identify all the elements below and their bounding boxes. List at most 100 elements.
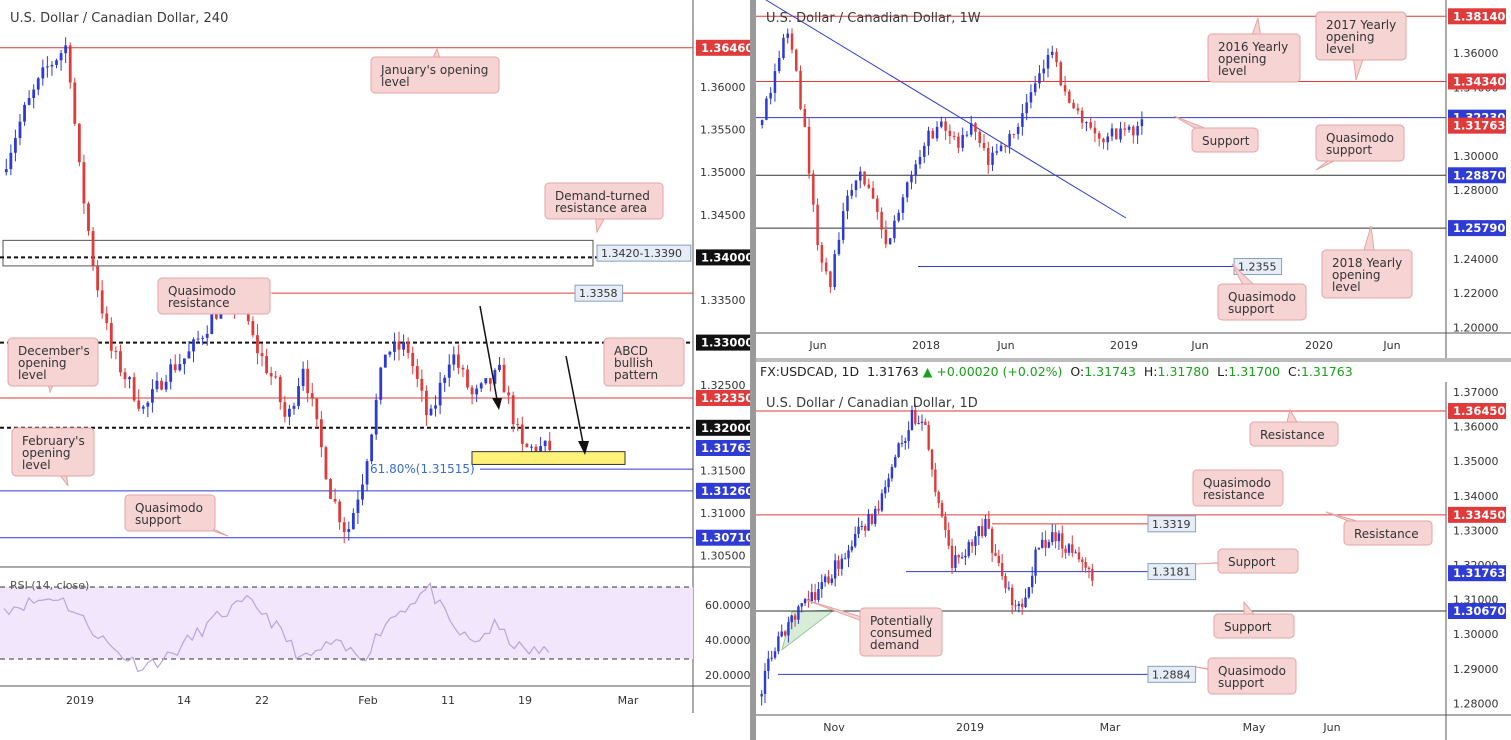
axis-tick-label: 1.28000: [1453, 184, 1499, 197]
candle-body: [944, 121, 947, 131]
candle-body: [32, 89, 36, 99]
candle-body: [827, 576, 830, 583]
callout-label: level: [1332, 280, 1361, 294]
candle-body: [315, 398, 319, 420]
price-tag-label: 1.33450: [1453, 508, 1505, 522]
candle-body: [1074, 552, 1077, 554]
callout-label: opening: [1332, 268, 1381, 282]
axis-tick-label: 1.30000: [1453, 628, 1499, 641]
callout-box: [1315, 11, 1407, 61]
candle-body: [452, 354, 456, 365]
candle-body: [278, 376, 282, 403]
candle-body: [935, 126, 939, 139]
h4-chart-panel[interactable]: 1.36000 1.35500 1.35000 1.34500 1.34000 1.335…: [0, 0, 750, 713]
candle-body: [923, 145, 926, 157]
candle-body: [867, 184, 871, 188]
price-tag: [696, 419, 750, 436]
callout-box: [11, 427, 95, 477]
candle-body: [1010, 587, 1014, 606]
w1-chart-canvas[interactable]: 1.360001.340001.320001.300001.280001.260…: [756, 0, 1511, 358]
candle-body: [178, 364, 182, 371]
candle-body: [850, 546, 854, 551]
candle-body: [447, 364, 451, 378]
candle-body: [897, 212, 900, 221]
candle-body: [799, 70, 802, 110]
price-tag-label: 1.30710: [701, 531, 750, 545]
axis-tick-label: 1.35500: [700, 124, 746, 137]
w1-chart-panel[interactable]: 1.360001.340001.320001.300001.280001.260…: [756, 0, 1511, 358]
callout-label: Demand-turned: [555, 189, 650, 203]
callout-label: level: [22, 458, 51, 472]
axis-tick-label: 1.33000: [1453, 524, 1499, 537]
d1-info-bar: FX:USDCAD, 1D 1.31763 ▲ +0.00020 (+0.02%…: [760, 364, 1353, 379]
candle-body: [812, 173, 815, 205]
callout-label: Resistance: [1260, 428, 1325, 442]
candle-body: [1024, 597, 1027, 608]
callout-box: [1207, 657, 1297, 695]
candle-body: [800, 603, 803, 607]
candle-body: [520, 424, 524, 444]
candle-body: [383, 354, 387, 368]
candle-body: [1051, 51, 1054, 55]
callout-label: Support: [1224, 620, 1272, 634]
panel-divider-vertical: [750, 0, 756, 740]
candle-body: [488, 378, 492, 384]
d1-chart-canvas[interactable]: 1.370001.360001.350001.340001.330001.320…: [756, 382, 1511, 740]
candle-body: [1017, 603, 1021, 606]
candle-body: [493, 370, 497, 384]
axis-tick-label: 1.28000: [1453, 697, 1499, 710]
price-tag: [1448, 603, 1506, 620]
callout-label: opening: [1326, 30, 1375, 44]
inline-price-label: 1.3181: [1152, 566, 1191, 579]
candle-body: [1020, 603, 1024, 608]
callout-label: support: [1326, 143, 1372, 157]
candle-body: [890, 466, 894, 479]
callout-box: [1217, 283, 1307, 321]
time-tick-label: May: [1243, 721, 1266, 734]
candle-body: [265, 356, 268, 374]
open-value: 1.31743: [1084, 364, 1136, 379]
candle-body: [466, 369, 469, 388]
candle-body: [338, 501, 342, 523]
candle-body: [196, 338, 200, 340]
candle-body: [1067, 544, 1071, 553]
candle-body: [991, 152, 994, 165]
candle-body: [877, 508, 880, 511]
axis-tick-label: 1.36000: [700, 81, 746, 94]
candle-body: [333, 499, 337, 502]
candle-body: [50, 64, 54, 67]
candle-body: [790, 615, 793, 623]
callout-label: demand: [870, 638, 919, 652]
candle-body: [767, 658, 770, 671]
time-tick-label: 14: [177, 694, 191, 707]
candle-body: [884, 229, 888, 245]
candle-body: [840, 558, 844, 569]
candle-body: [415, 366, 419, 379]
candle-body: [863, 171, 866, 185]
price-tag: [696, 334, 750, 351]
axis-tick-label: 1.22000: [1453, 287, 1499, 300]
candle-body: [4, 169, 8, 173]
candle-body: [306, 368, 310, 394]
price-tag: [1448, 167, 1506, 184]
d1-chart-panel[interactable]: 1.370001.360001.350001.340001.330001.320…: [756, 382, 1511, 740]
callout-box: [370, 56, 500, 94]
arrow-head-icon: [578, 441, 589, 455]
candle-body: [763, 670, 767, 694]
axis-tick-label: 1.34000: [1453, 490, 1499, 503]
h4-chart-canvas[interactable]: 1.36000 1.35500 1.35000 1.34500 1.34000 1.335…: [0, 0, 750, 713]
candle-body: [1061, 533, 1064, 549]
axis-tick-label: 1.30000: [1453, 150, 1499, 163]
h4-chart-title: U.S. Dollar / Canadian Dollar, 240: [10, 11, 229, 26]
axis-tick-label: 1.31500: [700, 464, 746, 477]
candle-body: [1055, 51, 1058, 63]
candle-body: [73, 82, 77, 124]
candle-body: [77, 123, 81, 163]
candle-body: [944, 516, 947, 531]
candle-body: [965, 134, 969, 136]
candle-body: [914, 410, 917, 424]
price-tag: [696, 249, 750, 266]
candle-body: [82, 162, 86, 204]
candle-body: [402, 341, 405, 350]
candle-body: [210, 314, 214, 334]
